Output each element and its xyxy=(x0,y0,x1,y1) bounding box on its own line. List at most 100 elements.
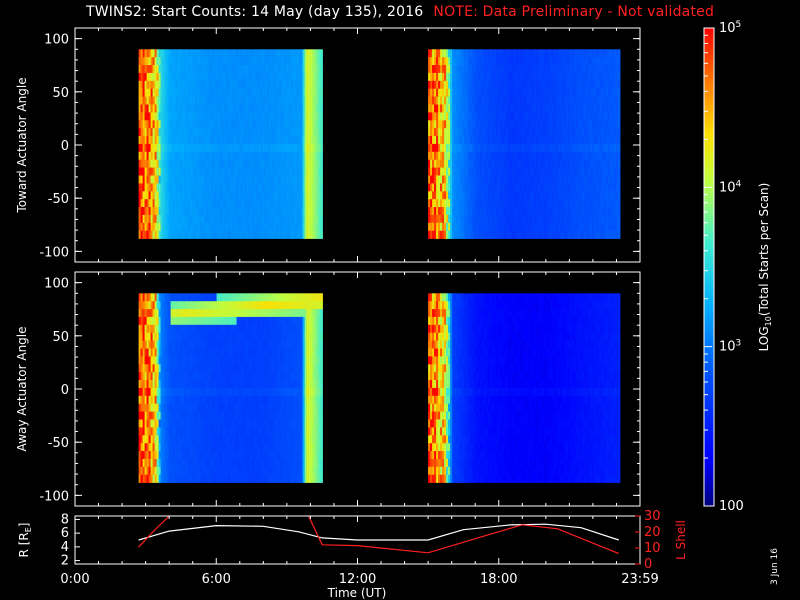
heatmap-cell xyxy=(572,183,575,192)
heatmap-cell xyxy=(590,128,593,137)
heatmap-cell xyxy=(598,230,601,239)
heatmap-cell xyxy=(520,191,523,200)
heatmap-cell xyxy=(578,230,581,239)
heatmap-cell xyxy=(440,207,443,216)
heatmap-cell xyxy=(574,136,577,145)
heatmap-cell xyxy=(290,72,293,82)
heatmap-cell xyxy=(160,72,163,82)
heatmap-cell xyxy=(462,222,465,231)
heatmap-cell xyxy=(270,112,273,121)
heatmap-cell xyxy=(438,96,441,105)
heatmap-cell xyxy=(148,427,151,436)
heatmap-cell xyxy=(292,112,295,121)
heatmap-cell xyxy=(552,96,555,105)
heatmap-cell xyxy=(168,419,171,428)
heatmap-cell xyxy=(244,230,247,239)
heatmap-cell xyxy=(286,222,289,231)
heatmap-cell xyxy=(320,199,323,208)
heatmap-cell xyxy=(520,128,523,137)
heatmap-cell xyxy=(250,136,253,145)
heatmap-cell xyxy=(172,65,175,74)
heatmap-cell xyxy=(516,57,519,66)
heatmap-cell xyxy=(510,112,513,121)
heatmap-cell xyxy=(244,207,247,216)
heatmap-cell xyxy=(146,214,149,224)
heatmap-cell xyxy=(582,96,585,105)
heatmap-cell xyxy=(194,49,197,58)
heatmap-cell xyxy=(486,214,489,224)
heatmap-cell xyxy=(480,104,483,113)
heatmap-cell xyxy=(156,411,159,420)
heatmap-cell xyxy=(280,104,283,113)
heatmap-cell xyxy=(316,199,319,208)
heatmap-cell xyxy=(522,199,525,208)
heatmap-cell xyxy=(434,183,437,192)
heatmap-cell xyxy=(314,128,317,137)
heatmap-cell xyxy=(580,112,583,121)
heatmap-cell xyxy=(480,136,483,145)
heatmap-cell xyxy=(576,159,579,168)
heatmap-cell xyxy=(174,230,177,239)
heatmap-cell xyxy=(614,151,617,160)
heatmap-cell xyxy=(162,309,165,318)
heatmap-cell xyxy=(278,112,281,121)
heatmap-cell xyxy=(432,57,435,66)
heatmap-cell xyxy=(508,207,511,216)
heatmap-cell xyxy=(282,96,285,105)
heatmap-cell xyxy=(456,80,459,89)
heatmap-cell xyxy=(568,49,571,58)
heatmap-cell xyxy=(600,128,603,137)
heatmap-cell xyxy=(230,96,233,105)
heatmap-cell xyxy=(196,104,199,113)
heatmap-cell xyxy=(224,80,227,89)
heatmap-cell xyxy=(190,143,193,153)
heatmap-cell xyxy=(468,104,471,113)
heatmap-cell xyxy=(536,128,539,137)
heatmap-cell xyxy=(520,222,523,231)
heatmap-cell xyxy=(166,96,169,105)
heatmap-cell xyxy=(144,112,147,121)
heatmap-cell xyxy=(604,191,607,200)
heatmap-cell xyxy=(514,167,517,176)
heatmap-cell xyxy=(524,120,527,129)
heatmap-cell xyxy=(292,151,295,160)
heatmap-cell xyxy=(440,96,443,105)
heatmap-cell xyxy=(162,167,165,176)
heatmap-cell xyxy=(570,136,573,145)
heatmap-cell xyxy=(458,230,461,239)
heatmap-cell xyxy=(236,80,239,89)
heatmap-cell xyxy=(278,159,281,168)
heatmap-cell xyxy=(610,88,613,97)
heatmap-cell xyxy=(164,207,167,216)
heatmap-cell xyxy=(238,65,241,74)
heatmap-cell xyxy=(612,151,615,160)
heatmap-cell xyxy=(476,120,479,129)
heatmap-cell xyxy=(258,222,261,231)
heatmap-cell xyxy=(286,88,289,97)
heatmap-cell xyxy=(586,57,589,66)
heatmap-cell xyxy=(304,143,307,153)
heatmap-cell xyxy=(490,230,493,239)
heatmap-cell xyxy=(468,88,471,97)
heatmap-cell xyxy=(144,183,147,192)
heatmap-cell xyxy=(230,72,233,82)
heatmap-cell xyxy=(470,80,473,89)
heatmap-cell xyxy=(162,451,165,460)
heatmap-cell xyxy=(296,88,299,97)
heatmap-cell xyxy=(192,175,195,184)
heatmap-cell xyxy=(446,136,449,145)
heatmap-cell xyxy=(138,324,141,333)
heatmap-cell xyxy=(590,230,593,239)
heatmap-cell xyxy=(484,151,487,160)
heatmap-cell xyxy=(486,57,489,66)
heatmap-cell xyxy=(158,309,161,318)
heatmap-cell xyxy=(284,96,287,105)
heatmap-cell xyxy=(524,151,527,160)
heatmap-cell xyxy=(444,136,447,145)
heatmap-cell xyxy=(436,57,439,66)
heatmap-cell xyxy=(266,136,269,145)
heatmap-cell xyxy=(168,199,171,208)
heatmap-cell xyxy=(260,80,263,89)
heatmap-cell xyxy=(168,332,171,341)
heatmap-cell xyxy=(166,159,169,168)
